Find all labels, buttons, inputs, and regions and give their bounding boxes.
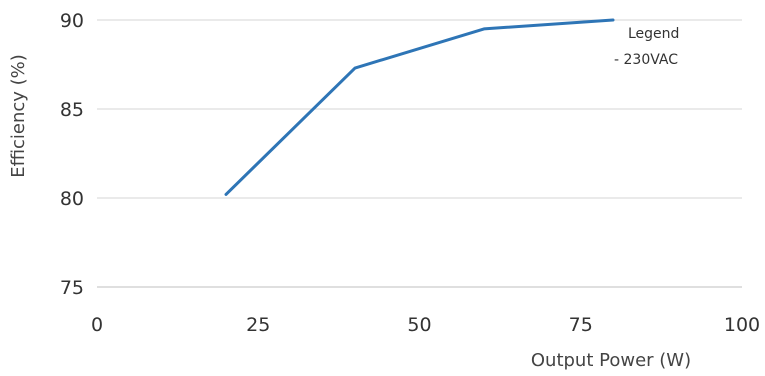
x-tick-label-25: 25 <box>246 314 270 336</box>
x-tick-label-75: 75 <box>569 314 593 336</box>
y-tick-label-75: 75 <box>60 277 84 299</box>
series-layer <box>224 18 615 196</box>
x-tick-label-0: 0 <box>91 314 103 336</box>
y-tick-label-80: 80 <box>60 188 84 210</box>
series-line-230vac <box>224 18 615 196</box>
x-tick-label-100: 100 <box>724 314 760 336</box>
y-tick-label-85: 85 <box>60 99 84 121</box>
legend-entry-230vac: - 230VAC <box>614 52 678 68</box>
y-axis-title: Efficiency (%) <box>8 54 29 178</box>
tick-labels: 75 80 85 90 0 25 50 75 100 <box>60 10 760 336</box>
gridlines <box>97 19 742 199</box>
x-tick-label-50: 50 <box>407 314 431 336</box>
legend: Legend - 230VAC <box>614 26 679 68</box>
x-axis-title: Output Power (W) <box>531 350 691 371</box>
legend-title: Legend <box>628 26 679 42</box>
y-tick-label-90: 90 <box>60 10 84 32</box>
